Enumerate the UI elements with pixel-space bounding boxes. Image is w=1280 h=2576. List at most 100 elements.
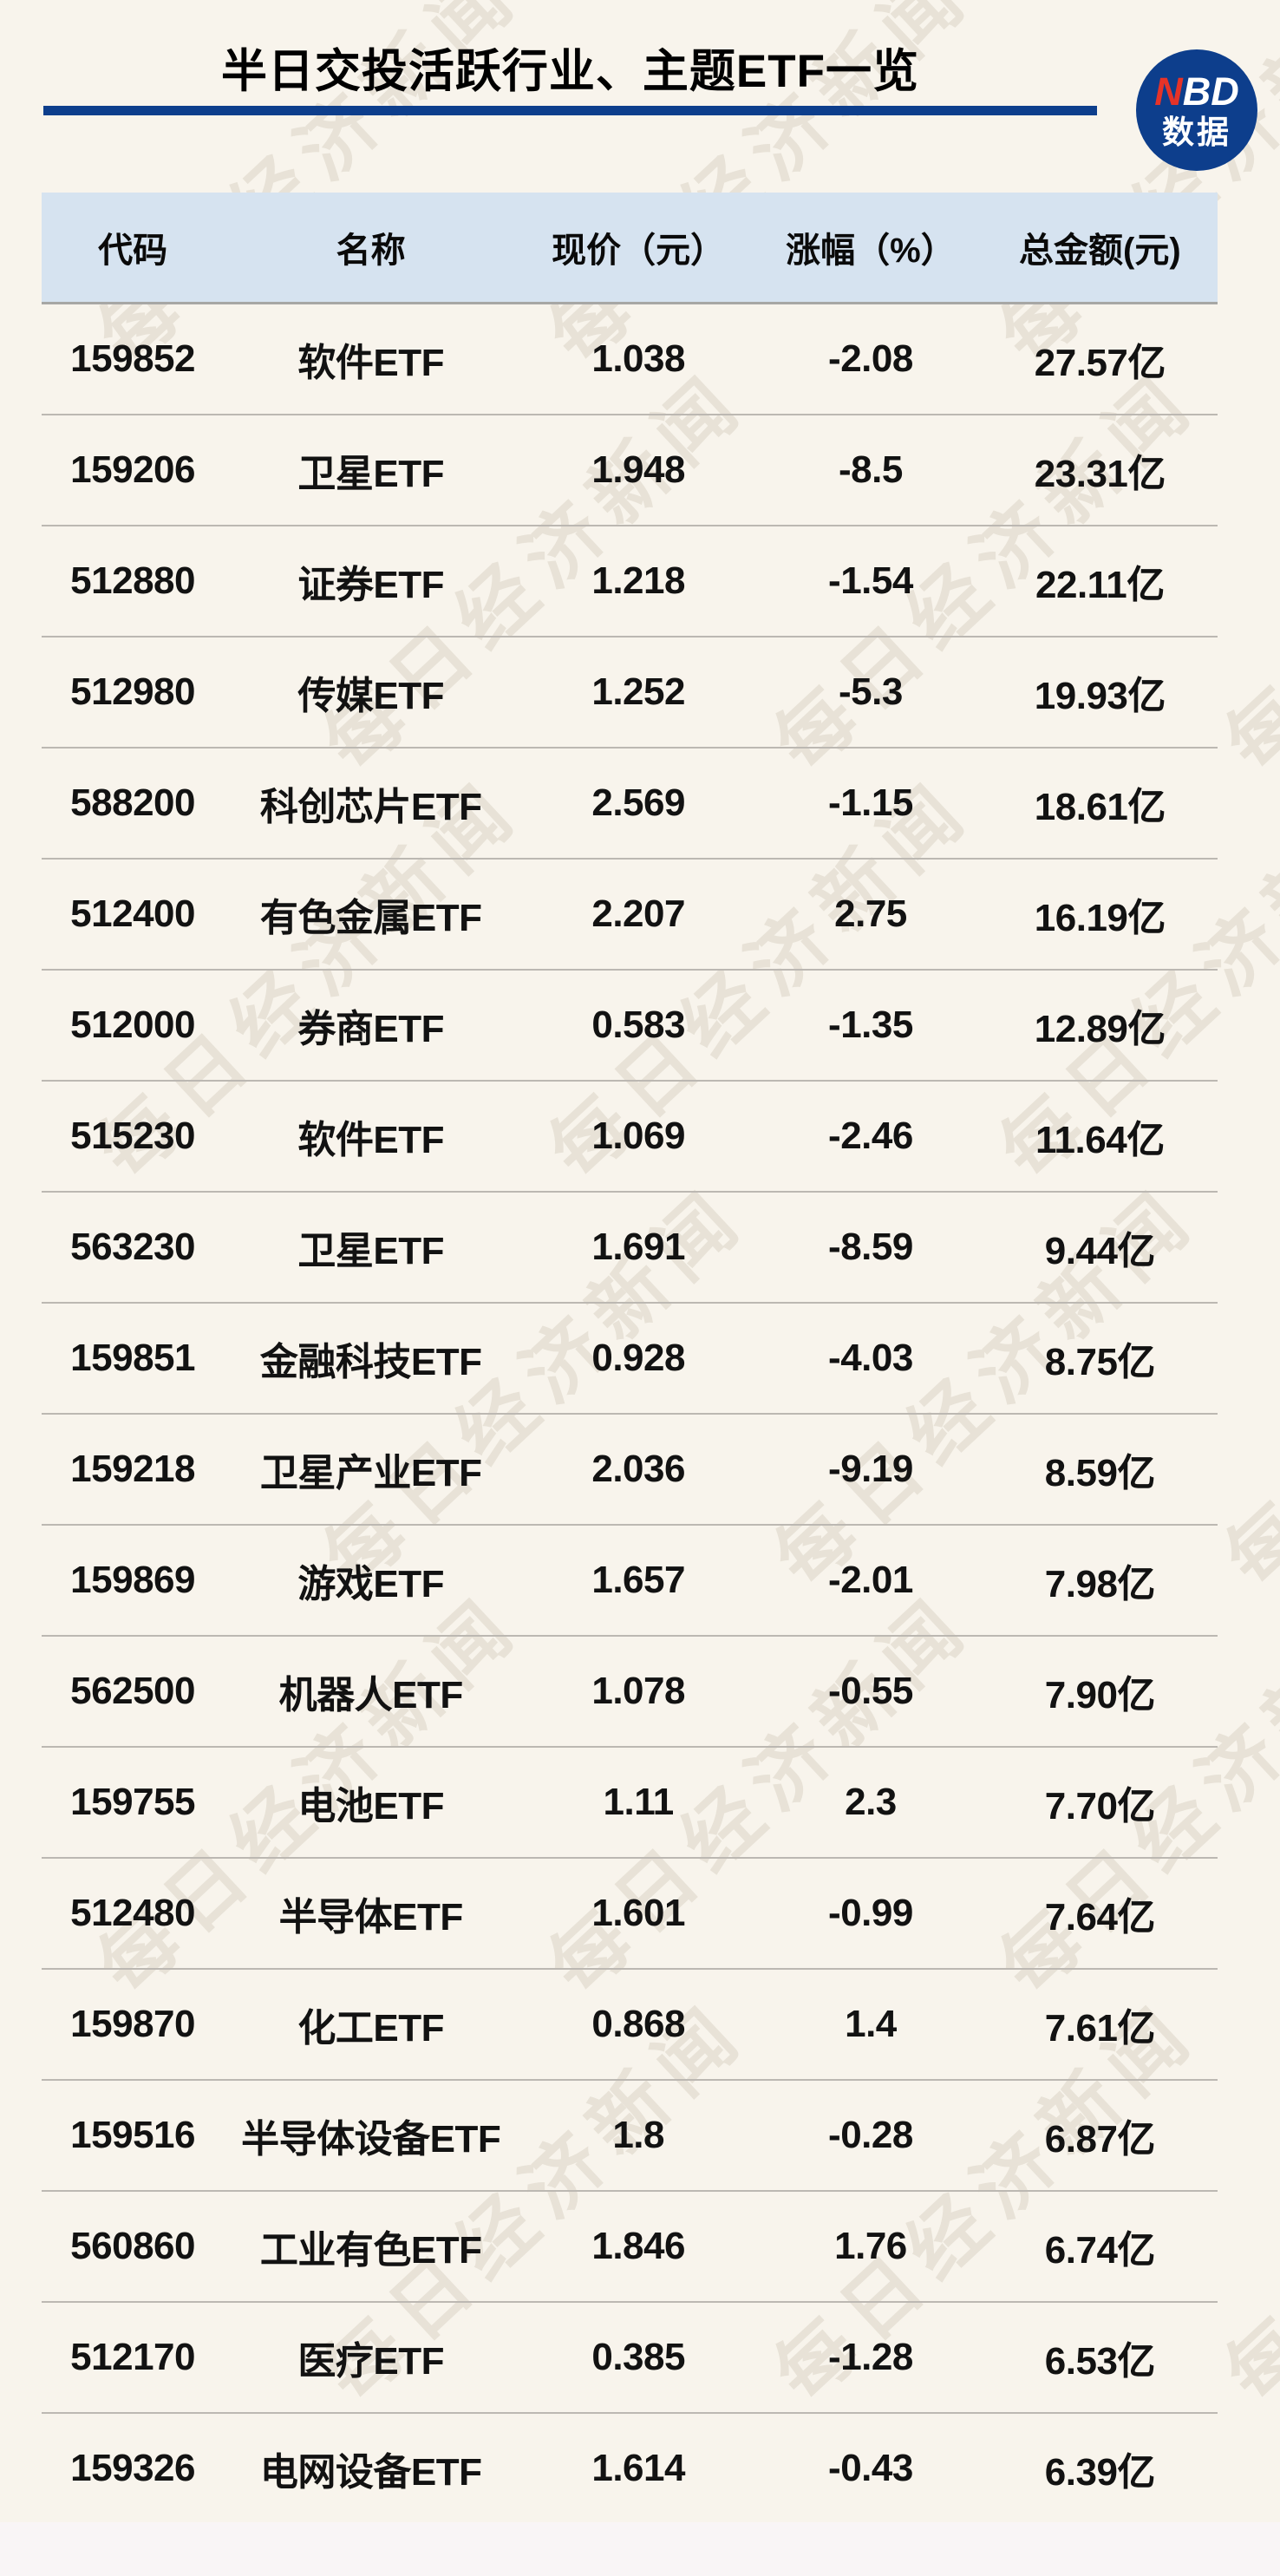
name-cell: 传媒ETF bbox=[297, 675, 444, 717]
code-cell: 159326 bbox=[70, 2447, 195, 2489]
nbd-logo-text: NBD bbox=[1154, 72, 1239, 111]
name-cell: 券商ETF bbox=[297, 1008, 444, 1050]
code-cell: 560860 bbox=[70, 2225, 195, 2267]
column-header: 代码 bbox=[98, 232, 168, 270]
price-cell: 1.948 bbox=[591, 448, 685, 491]
table-row: 588200 科创芯片ETF 2.569 -1.15 18.61亿 bbox=[42, 749, 1218, 860]
nbd-logo: NBD 数据 bbox=[1136, 49, 1257, 171]
code-cell: 159755 bbox=[70, 1781, 195, 1823]
table-row: 512170 医疗ETF 0.385 -1.28 6.53亿 bbox=[42, 2303, 1218, 2414]
change-cell: 1.76 bbox=[834, 2225, 907, 2267]
name-cell: 游戏ETF bbox=[297, 1563, 444, 1605]
table-row: 159218 卫星产业ETF 2.036 -9.19 8.59亿 bbox=[42, 1415, 1218, 1526]
amount-cell: 27.57亿 bbox=[1034, 342, 1166, 384]
name-cell: 科创芯片ETF bbox=[259, 786, 482, 828]
code-cell: 159852 bbox=[70, 337, 195, 380]
amount-cell: 12.89亿 bbox=[1034, 1008, 1166, 1050]
amount-cell: 18.61亿 bbox=[1034, 786, 1166, 828]
price-cell: 2.207 bbox=[591, 892, 685, 935]
change-cell: -1.28 bbox=[828, 2336, 913, 2378]
name-cell: 金融科技ETF bbox=[259, 1341, 482, 1383]
table-row: 512400 有色金属ETF 2.207 2.75 16.19亿 bbox=[42, 860, 1218, 971]
table-row: 562500 机器人ETF 1.078 -0.55 7.90亿 bbox=[42, 1637, 1218, 1748]
column-header: 名称 bbox=[336, 232, 406, 270]
price-cell: 1.601 bbox=[591, 1892, 685, 1934]
name-cell: 半导体ETF bbox=[278, 1896, 464, 1939]
table-row: 563230 卫星ETF 1.691 -8.59 9.44亿 bbox=[42, 1193, 1218, 1304]
amount-cell: 11.64亿 bbox=[1035, 1119, 1165, 1161]
change-cell: -1.15 bbox=[828, 781, 913, 824]
change-cell: -0.43 bbox=[828, 2447, 913, 2489]
change-cell: -4.03 bbox=[828, 1337, 913, 1379]
code-cell: 159869 bbox=[70, 1559, 195, 1601]
price-cell: 0.583 bbox=[591, 1004, 685, 1046]
change-cell: -2.46 bbox=[828, 1115, 913, 1157]
amount-cell: 16.19亿 bbox=[1034, 897, 1166, 939]
price-cell: 1.614 bbox=[591, 2447, 685, 2489]
price-cell: 0.385 bbox=[591, 2336, 685, 2378]
amount-cell: 19.93亿 bbox=[1034, 675, 1166, 717]
name-cell: 卫星产业ETF bbox=[259, 1452, 482, 1494]
name-cell: 半导体设备ETF bbox=[241, 2118, 501, 2161]
name-cell: 化工ETF bbox=[297, 2007, 444, 2050]
price-cell: 1.657 bbox=[591, 1559, 685, 1601]
name-cell: 电池ETF bbox=[297, 1785, 444, 1827]
change-cell: -8.59 bbox=[828, 1226, 913, 1268]
table-row: 159851 金融科技ETF 0.928 -4.03 8.75亿 bbox=[42, 1304, 1218, 1415]
table-row: 159755 电池ETF 1.11 2.3 7.70亿 bbox=[42, 1748, 1218, 1859]
table-row: 515230 软件ETF 1.069 -2.46 11.64亿 bbox=[42, 1082, 1218, 1193]
change-cell: 2.75 bbox=[834, 892, 907, 935]
code-cell: 515230 bbox=[70, 1115, 195, 1157]
name-cell: 软件ETF bbox=[297, 342, 444, 384]
name-cell: 软件ETF bbox=[297, 1119, 444, 1161]
code-cell: 562500 bbox=[70, 1670, 195, 1712]
name-cell: 卫星ETF bbox=[297, 1230, 444, 1272]
price-cell: 2.036 bbox=[591, 1448, 685, 1490]
amount-cell: 8.59亿 bbox=[1044, 1452, 1156, 1494]
column-header: 现价（元） bbox=[552, 232, 726, 270]
change-cell: -2.01 bbox=[828, 1559, 913, 1601]
price-cell: 1.8 bbox=[612, 2114, 664, 2156]
change-cell: -2.08 bbox=[828, 337, 913, 380]
amount-cell: 6.39亿 bbox=[1044, 2451, 1156, 2494]
name-cell: 卫星ETF bbox=[297, 453, 444, 495]
nbd-logo-letter-n: N bbox=[1154, 69, 1183, 114]
table-row: 159326 电网设备ETF 1.614 -0.43 6.39亿 bbox=[42, 2414, 1218, 2523]
price-cell: 1.846 bbox=[591, 2225, 685, 2267]
price-cell: 1.038 bbox=[591, 337, 685, 380]
nbd-logo-subtext: 数据 bbox=[1162, 114, 1231, 150]
amount-cell: 7.90亿 bbox=[1044, 1674, 1156, 1716]
code-cell: 159206 bbox=[70, 448, 195, 491]
etf-table: 代码 名称 现价（元） 涨幅（%） 总金额(元) 159852 软件ETF 1.038 … bbox=[42, 193, 1218, 2523]
change-cell: 2.3 bbox=[845, 1781, 897, 1823]
footer-strip bbox=[0, 2522, 1280, 2576]
code-cell: 159870 bbox=[70, 2003, 195, 2045]
amount-cell: 8.75亿 bbox=[1044, 1341, 1156, 1383]
code-cell: 159218 bbox=[70, 1448, 195, 1490]
table-row: 159206 卫星ETF 1.948 -8.5 23.31亿 bbox=[42, 415, 1218, 526]
amount-cell: 9.44亿 bbox=[1044, 1230, 1156, 1272]
price-cell: 0.928 bbox=[591, 1337, 685, 1379]
change-cell: -5.3 bbox=[839, 670, 903, 713]
change-cell: -0.28 bbox=[828, 2114, 913, 2156]
change-cell: -1.35 bbox=[828, 1004, 913, 1046]
name-cell: 证券ETF bbox=[297, 564, 444, 606]
code-cell: 159516 bbox=[70, 2114, 195, 2156]
price-cell: 1.11 bbox=[603, 1781, 675, 1823]
price-cell: 1.069 bbox=[591, 1115, 685, 1157]
name-cell: 工业有色ETF bbox=[259, 2229, 482, 2272]
amount-cell: 7.61亿 bbox=[1044, 2007, 1156, 2050]
amount-cell: 7.70亿 bbox=[1044, 1785, 1156, 1827]
table-row: 512880 证券ETF 1.218 -1.54 22.11亿 bbox=[42, 526, 1218, 637]
code-cell: 512170 bbox=[70, 2336, 195, 2378]
table-header: 代码 名称 现价（元） 涨幅（%） 总金额(元) bbox=[42, 193, 1218, 304]
code-cell: 588200 bbox=[70, 781, 195, 824]
code-cell: 512980 bbox=[70, 670, 195, 713]
price-cell: 1.078 bbox=[591, 1670, 685, 1712]
change-cell: -8.5 bbox=[839, 448, 903, 491]
code-cell: 512880 bbox=[70, 559, 195, 602]
name-cell: 医疗ETF bbox=[297, 2340, 444, 2383]
amount-cell: 6.53亿 bbox=[1044, 2340, 1156, 2383]
table-body: 159852 软件ETF 1.038 -2.08 27.57亿 159206 卫… bbox=[42, 304, 1218, 2523]
